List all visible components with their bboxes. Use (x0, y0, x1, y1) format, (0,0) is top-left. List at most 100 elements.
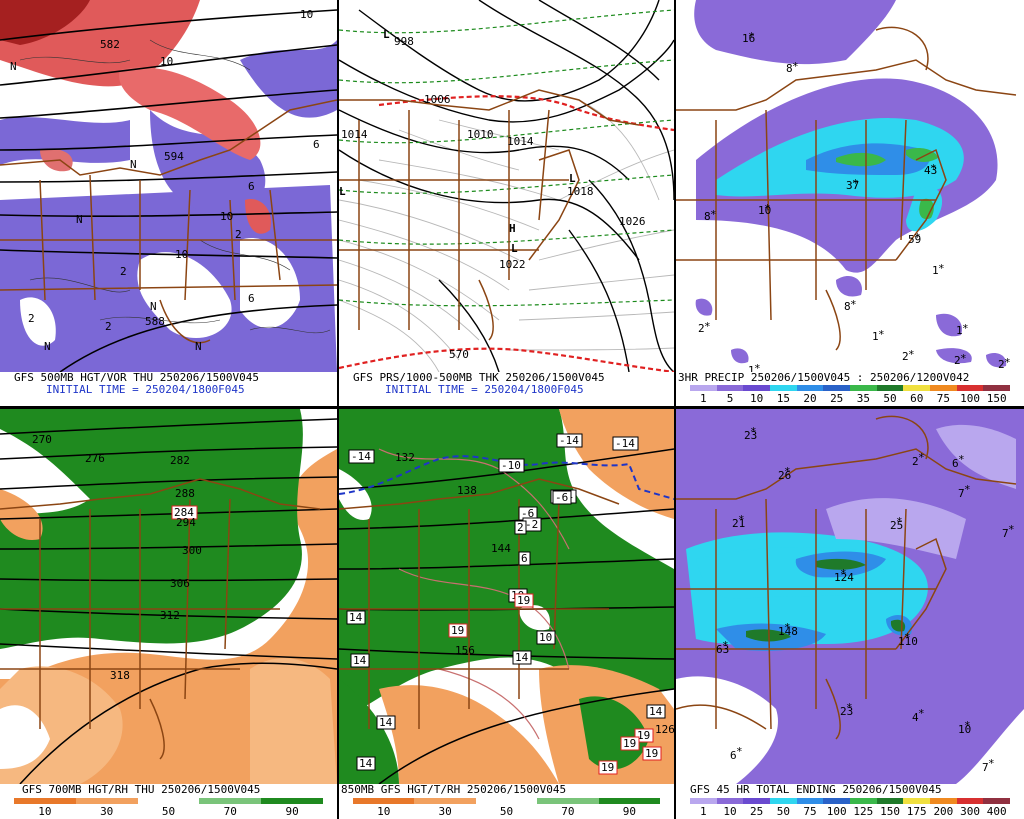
colorbar-3hr-swatches (690, 385, 1011, 391)
isobar-label: 1018 (567, 185, 594, 198)
panel-700mb-height-rh: 270 276 282 288 284 294 300 306 312 318 GFS 700MB… (0, 409, 337, 819)
colorbar-tick-label: 50 (161, 805, 176, 818)
station-marker: * (904, 631, 911, 644)
temperature-label: -6 (555, 491, 568, 504)
colorbar-swatch (903, 385, 931, 391)
panel-500mb-height-vorticity: 10 10 10 10 6 6 6 2 2 2 2 N N N N N N 582 588 594 GFS 500MB… (0, 0, 337, 406)
contour-label: 10 (175, 248, 188, 261)
precip-total-value: 6 (730, 749, 737, 762)
contour-label: 582 (100, 38, 120, 51)
isobar-label: 1006 (424, 93, 451, 106)
colorbar-tick-label: 150 (986, 392, 1007, 405)
temperature-label: 14 (649, 705, 663, 718)
panel-3hr-precip: * 16 * 8 * 8 * 10 * 37 * 43 * 59 * 1 * 8 * 2 * 1 * 1 * 2 * 2 * 2 * 1 3H… (676, 0, 1024, 406)
station-marker: * (748, 30, 755, 43)
temperature-label: 19 (451, 624, 464, 637)
height-label: 156 (455, 644, 475, 657)
low-pressure-symbol: L (569, 172, 576, 185)
caption-500mb-initial-time: INITIAL TIME = 250204/1800F045 (46, 383, 245, 396)
station-marker: * (784, 465, 791, 478)
colorbar-tick-label: 75 (803, 805, 817, 818)
colorbar-swatch (14, 798, 76, 804)
height-label: 138 (457, 484, 477, 497)
temperature-label-box (346, 610, 366, 625)
colorbar-tick-label: 50 (499, 805, 514, 818)
temperature-label: 19 (645, 747, 658, 760)
colorbar-tick-label: 125 (853, 805, 874, 818)
precip-value: 8 (704, 210, 711, 223)
station-marker: * (754, 362, 761, 375)
colorbar-swatch (475, 798, 538, 804)
colorbar-swatch (690, 385, 717, 391)
contour-label: 10 (160, 55, 173, 68)
colorbar-swatch (716, 798, 744, 804)
colorbar-swatch (956, 385, 984, 391)
colorbar-swatch (850, 385, 877, 391)
colorbar-tick-label: 35 (856, 392, 870, 405)
temperature-label-box (556, 433, 583, 448)
colorbar-3hr-precip: 1 5 10 15 20 25 35 50 60 75 100 150 (676, 384, 1024, 406)
contour-label: 6 (313, 138, 320, 151)
height-label: 288 (175, 487, 195, 500)
height-label: 132 (395, 451, 415, 464)
colorbar-3hr-ticks: 1 5 10 15 20 25 35 50 60 75 100 150 (690, 392, 1010, 405)
colorbar-tick-label: 60 (910, 392, 924, 405)
temperature-label: 14 (359, 757, 373, 770)
colorbar-swatch (537, 798, 599, 804)
station-marker: * (764, 202, 771, 215)
colorbar-swatch (983, 798, 1011, 804)
colorbar-700mb-swatches (14, 798, 323, 804)
isobar-label: 1014 (507, 135, 534, 148)
precip-total-value: 124 (834, 571, 854, 584)
colorbar-swatch (261, 798, 323, 804)
contour-label: 2 (120, 265, 127, 278)
colorbar-700mb-ticks: 10 30 50 70 90 (14, 805, 323, 818)
precip-value: 59 (908, 233, 921, 246)
colorbar-tick-label: 150 (880, 805, 900, 818)
temperature-label-box (376, 715, 396, 730)
colorbar-tick-label: 10 (38, 805, 52, 818)
caption-850mb-title: 850MB GFS HGT/T/RH 250206/1500V045 (341, 783, 567, 796)
temperature-label: 2 (517, 521, 524, 534)
station-marker: * (962, 322, 969, 335)
colorbar-swatch (414, 798, 476, 804)
temperature-label: 14 (349, 611, 363, 624)
station-marker: * (918, 451, 925, 464)
height-label: 144 (491, 542, 511, 555)
colorbar-tick-label: 100 (826, 805, 847, 818)
temperature-label-box (620, 736, 640, 751)
station-marker: * (846, 701, 853, 714)
height-label: 282 (170, 454, 190, 467)
station-marker: * (750, 425, 757, 438)
precip-value: 10 (758, 204, 771, 217)
panel-850mb-height-temp-rh: -14-14-14-14-10-6-6-22610101414141414141… (339, 409, 674, 819)
panel-surface-pressure-thickness: 998 1006 1014 1010 1014 1018 1022 1026 570 L L L L H … (339, 0, 674, 406)
temperature-label: 19 (517, 594, 530, 607)
precip-total-value: 63 (716, 643, 729, 656)
caption-surface-initial-time: INITIAL TIME = 250204/1800F045 (385, 383, 584, 396)
low-pressure-symbol: L (511, 242, 518, 255)
precip-value: 1 (748, 364, 755, 377)
contour-label: 2 (105, 320, 112, 333)
precip-total-value: 4 (912, 711, 919, 724)
precip-value: 1 (932, 264, 939, 277)
caption-surface: GFS PRS/1000-500MB THK 250206/1500V045 I… (339, 372, 674, 406)
station-marker: * (722, 639, 729, 652)
caption-surface-title: GFS PRS/1000-500MB THK 250206/1500V045 (353, 371, 605, 384)
caption-850mb: 850MB GFS HGT/T/RH 250206/1500V045 (339, 784, 674, 796)
colorbar-swatch (850, 798, 877, 804)
colorbar-tick-label: 70 (561, 805, 575, 818)
temperature-label: 19 (601, 761, 614, 774)
station-marker: * (704, 320, 711, 333)
colorbar-tick-label: 10 (723, 805, 737, 818)
precip-total-value: 21 (732, 517, 745, 530)
precip-total-value: 148 (778, 625, 798, 638)
colorbar-tick-label: 1 (700, 392, 707, 405)
map-500mb: 10 10 10 10 6 6 6 2 2 2 2 N N N N N N 582 588 594 (0, 0, 337, 373)
precip-value: 2 (698, 322, 705, 335)
contour-label: 6 (248, 180, 255, 193)
colorbar-swatch (137, 798, 200, 804)
station-marker: * (908, 348, 915, 361)
